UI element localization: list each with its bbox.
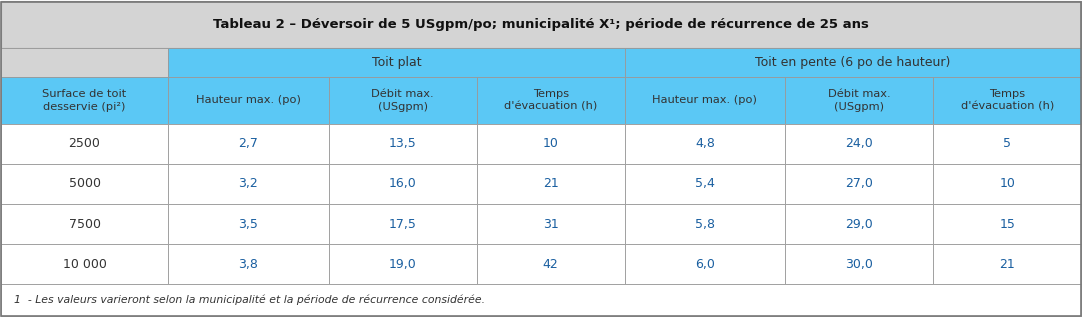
Text: 2,7: 2,7 (238, 137, 259, 150)
Text: Hauteur max. (po): Hauteur max. (po) (196, 95, 301, 106)
Text: 6,0: 6,0 (695, 258, 715, 271)
Text: 5000: 5000 (68, 178, 101, 191)
Bar (933, 124, 1081, 164)
Bar (329, 244, 477, 284)
Bar (624, 48, 1081, 77)
Text: 10: 10 (999, 178, 1015, 191)
Bar (169, 124, 329, 164)
Bar (933, 77, 1081, 124)
Text: Débit max.
(USgpm): Débit max. (USgpm) (371, 89, 434, 112)
Text: 2500: 2500 (68, 137, 101, 150)
Text: Débit max.
(USgpm): Débit max. (USgpm) (828, 89, 890, 112)
Text: Temps
d'évacuation (h): Temps d'évacuation (h) (961, 89, 1054, 112)
Text: Hauteur max. (po): Hauteur max. (po) (652, 95, 757, 106)
Text: 30,0: 30,0 (845, 258, 873, 271)
Text: 16,0: 16,0 (388, 178, 417, 191)
Text: 5,8: 5,8 (695, 218, 715, 231)
Bar (1, 244, 169, 284)
Bar (1, 2, 1081, 48)
Text: 5,4: 5,4 (695, 178, 715, 191)
Text: 4,8: 4,8 (695, 137, 715, 150)
Bar (1, 77, 169, 124)
Bar (1, 204, 169, 244)
Bar (169, 204, 329, 244)
Text: 21: 21 (1000, 258, 1015, 271)
Bar (329, 164, 477, 204)
Text: 17,5: 17,5 (388, 218, 417, 231)
Text: 5: 5 (1003, 137, 1012, 150)
Bar (786, 164, 933, 204)
Text: Surface de toit
desservie (pi²): Surface de toit desservie (pi²) (42, 89, 127, 112)
Text: 3,5: 3,5 (238, 218, 259, 231)
Bar (169, 244, 329, 284)
Text: 19,0: 19,0 (388, 258, 417, 271)
Text: 29,0: 29,0 (845, 218, 873, 231)
Text: 10: 10 (543, 137, 558, 150)
Bar (169, 48, 624, 77)
Bar (477, 164, 624, 204)
Bar (1, 48, 169, 77)
Bar (786, 124, 933, 164)
Text: 24,0: 24,0 (845, 137, 873, 150)
Bar (329, 124, 477, 164)
Bar (624, 77, 786, 124)
Bar (933, 204, 1081, 244)
Text: 3,2: 3,2 (238, 178, 259, 191)
Bar (329, 204, 477, 244)
Text: 15: 15 (999, 218, 1015, 231)
Bar (477, 204, 624, 244)
Bar (624, 164, 786, 204)
Bar (624, 204, 786, 244)
Text: Toit en pente (6 po de hauteur): Toit en pente (6 po de hauteur) (755, 56, 951, 69)
Bar (1, 124, 169, 164)
Text: 31: 31 (543, 218, 558, 231)
Bar (786, 77, 933, 124)
Bar (624, 124, 786, 164)
Bar (477, 244, 624, 284)
Bar (329, 77, 477, 124)
Bar (477, 77, 624, 124)
Text: Tableau 2 – Déversoir de 5 USgpm/po; municipalité X¹; période de récurrence de 2: Tableau 2 – Déversoir de 5 USgpm/po; mun… (213, 18, 869, 31)
Text: 13,5: 13,5 (388, 137, 417, 150)
Text: 3,8: 3,8 (238, 258, 259, 271)
Bar (1, 164, 169, 204)
Text: 42: 42 (543, 258, 558, 271)
Text: 7500: 7500 (68, 218, 101, 231)
Text: 1  - Les valeurs varieront selon la municipalité et la période de récurrence con: 1 - Les valeurs varieront selon la munic… (14, 295, 485, 305)
Bar (786, 204, 933, 244)
Bar (933, 244, 1081, 284)
Bar (169, 77, 329, 124)
Text: Toit plat: Toit plat (372, 56, 421, 69)
Text: 21: 21 (543, 178, 558, 191)
Bar (477, 124, 624, 164)
Text: 10 000: 10 000 (63, 258, 106, 271)
Bar (1, 284, 1081, 315)
Bar (169, 164, 329, 204)
Bar (624, 244, 786, 284)
Text: 27,0: 27,0 (845, 178, 873, 191)
Text: Temps
d'évacuation (h): Temps d'évacuation (h) (504, 89, 597, 112)
Bar (933, 164, 1081, 204)
Bar (786, 244, 933, 284)
